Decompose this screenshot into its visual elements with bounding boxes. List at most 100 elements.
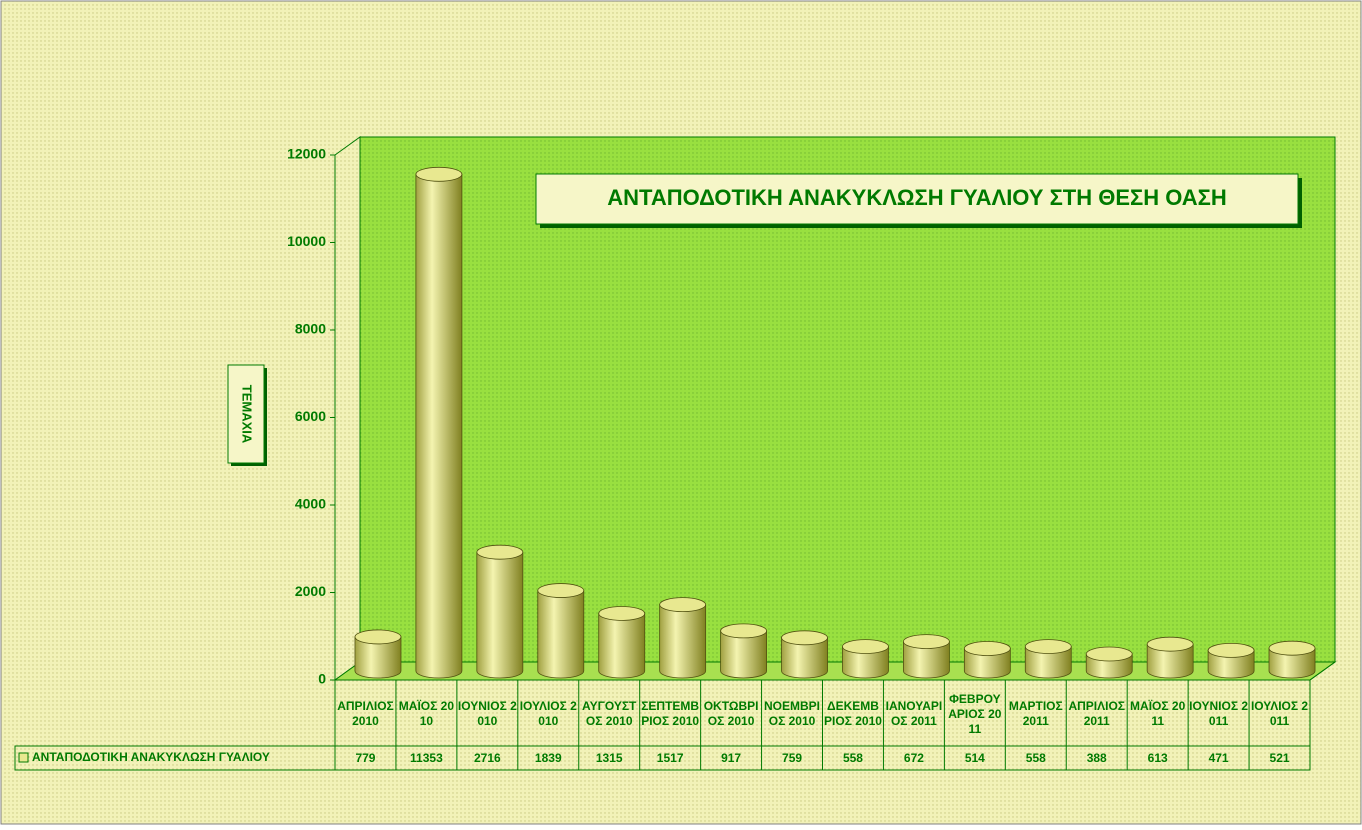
bar-body — [537, 590, 585, 679]
x-tick-label: ΣΕΠΤΕΜΒΡΙΟΣ 2010 — [641, 699, 700, 728]
bar — [842, 639, 889, 679]
bar-top — [963, 641, 1011, 656]
bar — [354, 629, 402, 679]
table-value-box: 471 — [1208, 750, 1229, 765]
x-tick-label-box: ΑΠΡΙΛΙΟΣ 2010 — [337, 699, 394, 728]
bar-top — [1146, 636, 1194, 652]
table-value: 558 — [1025, 750, 1046, 765]
bar-top — [598, 606, 646, 621]
bar-body — [1207, 649, 1255, 679]
bar-top — [720, 623, 767, 639]
table-value-box: 917 — [721, 750, 742, 765]
table-value: 759 — [782, 750, 803, 765]
bar — [476, 544, 524, 679]
bar-body — [963, 648, 1011, 679]
bar — [598, 606, 646, 679]
bar — [963, 641, 1011, 679]
table-value: 672 — [903, 750, 924, 765]
table-value-box: 759 — [782, 750, 803, 765]
x-tick-label-box: ΜΑΡΤΙΟΣ 2011 — [1009, 699, 1063, 728]
x-tick-label-box: ΜΑΪΟΣ 2011 — [1130, 699, 1186, 728]
bar-top — [1085, 646, 1133, 662]
bar — [720, 623, 767, 679]
bar-body — [842, 646, 889, 679]
bar-body — [659, 604, 707, 679]
x-tick-label: ΙΟΥΝΙΟΣ 2010 — [457, 699, 517, 728]
y-tick-label: 6000 — [295, 408, 326, 424]
table-value-box: 11353 — [410, 751, 443, 765]
bar — [659, 597, 707, 679]
table-value: 1839 — [534, 750, 562, 765]
x-tick-label-box: ΦΕΒΡΟΥΑΡΙΟΣ 2011 — [948, 691, 1002, 736]
bar-top — [659, 597, 707, 613]
table-value-box: 779 — [355, 750, 376, 765]
bar-top — [1024, 639, 1072, 654]
x-tick-label-box: ΙΟΥΝΙΟΣ 2011 — [1189, 699, 1249, 728]
y-tick-label: 0 — [318, 671, 326, 687]
bar — [1024, 639, 1072, 679]
x-tick-label: ΜΑΪΟΣ 2011 — [1130, 699, 1186, 728]
table-value: 388 — [1086, 750, 1107, 765]
bar — [1085, 646, 1133, 679]
bar-body — [415, 173, 463, 679]
y-tick-label: 2000 — [295, 583, 326, 599]
x-tick-label: ΜΑΪΟΣ 2010 — [398, 699, 455, 728]
x-tick-label-box: ΙΟΥΛΙΟΣ 2011 — [1250, 699, 1309, 728]
bar — [1146, 636, 1194, 679]
y-tick-label: 4000 — [295, 496, 326, 512]
x-tick-label-box: ΑΥΓΟΥΣΤΟΣ 2010 — [582, 699, 637, 728]
bar-top — [1207, 642, 1255, 658]
table-value: 521 — [1269, 750, 1290, 765]
bar-top — [842, 639, 889, 654]
table-value-box: 558 — [842, 750, 863, 765]
bar — [537, 583, 585, 679]
title-box — [535, 173, 1299, 225]
table-value: 779 — [355, 750, 376, 765]
bar-body — [781, 637, 828, 679]
table-value: 471 — [1208, 750, 1229, 765]
x-tick-label-box: ΟΚΤΩΒΡΙΟΣ 2010 — [703, 699, 759, 728]
table-value-box: 1839 — [534, 750, 562, 765]
bar — [415, 166, 463, 679]
y-label-box — [227, 364, 265, 464]
x-tick-label: ΝΟΕΜΒΡΙΟΣ 2010 — [764, 699, 821, 728]
table-value-box: 1517 — [656, 750, 684, 765]
table-value: 1315 — [595, 750, 623, 765]
legend-key — [18, 752, 29, 763]
bar-body — [354, 636, 402, 679]
y-tick-label: 10000 — [287, 233, 326, 249]
table-value: 917 — [721, 750, 742, 765]
x-tick-label: ΔΕΚΕΜΒΡΙΟΣ 2010 — [824, 699, 882, 728]
bar-top — [903, 634, 950, 649]
bar-body — [720, 630, 767, 679]
bar-body — [1146, 643, 1194, 679]
y-tick-label: 8000 — [295, 321, 326, 337]
x-tick-label: ΑΥΓΟΥΣΤΟΣ 2010 — [582, 699, 637, 728]
bar-top — [415, 166, 463, 182]
x-tick-label-box: ΝΟΕΜΒΡΙΟΣ 2010 — [764, 699, 821, 728]
bar — [781, 630, 828, 679]
x-tick-label: ΦΕΒΡΟΥΑΡΙΟΣ 2011 — [948, 691, 1002, 736]
x-tick-label: ΑΠΡΙΛΙΟΣ 2011 — [1068, 699, 1125, 728]
side-wall — [334, 136, 361, 681]
bar-top — [537, 583, 585, 598]
table-value-box: 613 — [1147, 750, 1168, 765]
x-tick-label: ΟΚΤΩΒΡΙΟΣ 2010 — [703, 699, 759, 728]
bar-top — [1268, 640, 1316, 656]
bar-top — [476, 544, 524, 560]
x-tick-label-box: ΣΕΠΤΕΜΒΡΙΟΣ 2010 — [641, 699, 700, 728]
bar — [1268, 640, 1316, 679]
table-value: 613 — [1147, 750, 1168, 765]
x-tick-label-box: ΑΠΡΙΛΙΟΣ 2011 — [1068, 699, 1125, 728]
x-tick-label: ΙΟΥΝΙΟΣ 2011 — [1189, 699, 1249, 728]
table-value-box: 2716 — [474, 751, 501, 765]
table-value: 558 — [842, 750, 863, 765]
x-tick-label: ΙΟΥΛΙΟΣ 2010 — [519, 699, 577, 728]
x-tick-label-box: ΜΑΪΟΣ 2010 — [398, 699, 455, 728]
x-tick-label: ΙΟΥΛΙΟΣ 2011 — [1250, 699, 1309, 728]
y-axis-label: ΤΕΜΑΧΙΑ — [240, 385, 255, 444]
table-value: 1517 — [656, 750, 684, 765]
table-value-box: 514 — [965, 751, 985, 765]
data-table: ΑΠΡΙΛΙΟΣ 2010 779 ΜΑΪΟΣ 2010 11353 ΙΟΥΝΙΟΣ 2… — [14, 661, 1336, 771]
legend-label: ΑΝΤΑΠΟΔΟΤΙΚΗ ΑΝΑΚΥΚΛΩΣΗ ΓΥΑΛΙΟΥ — [32, 750, 270, 764]
